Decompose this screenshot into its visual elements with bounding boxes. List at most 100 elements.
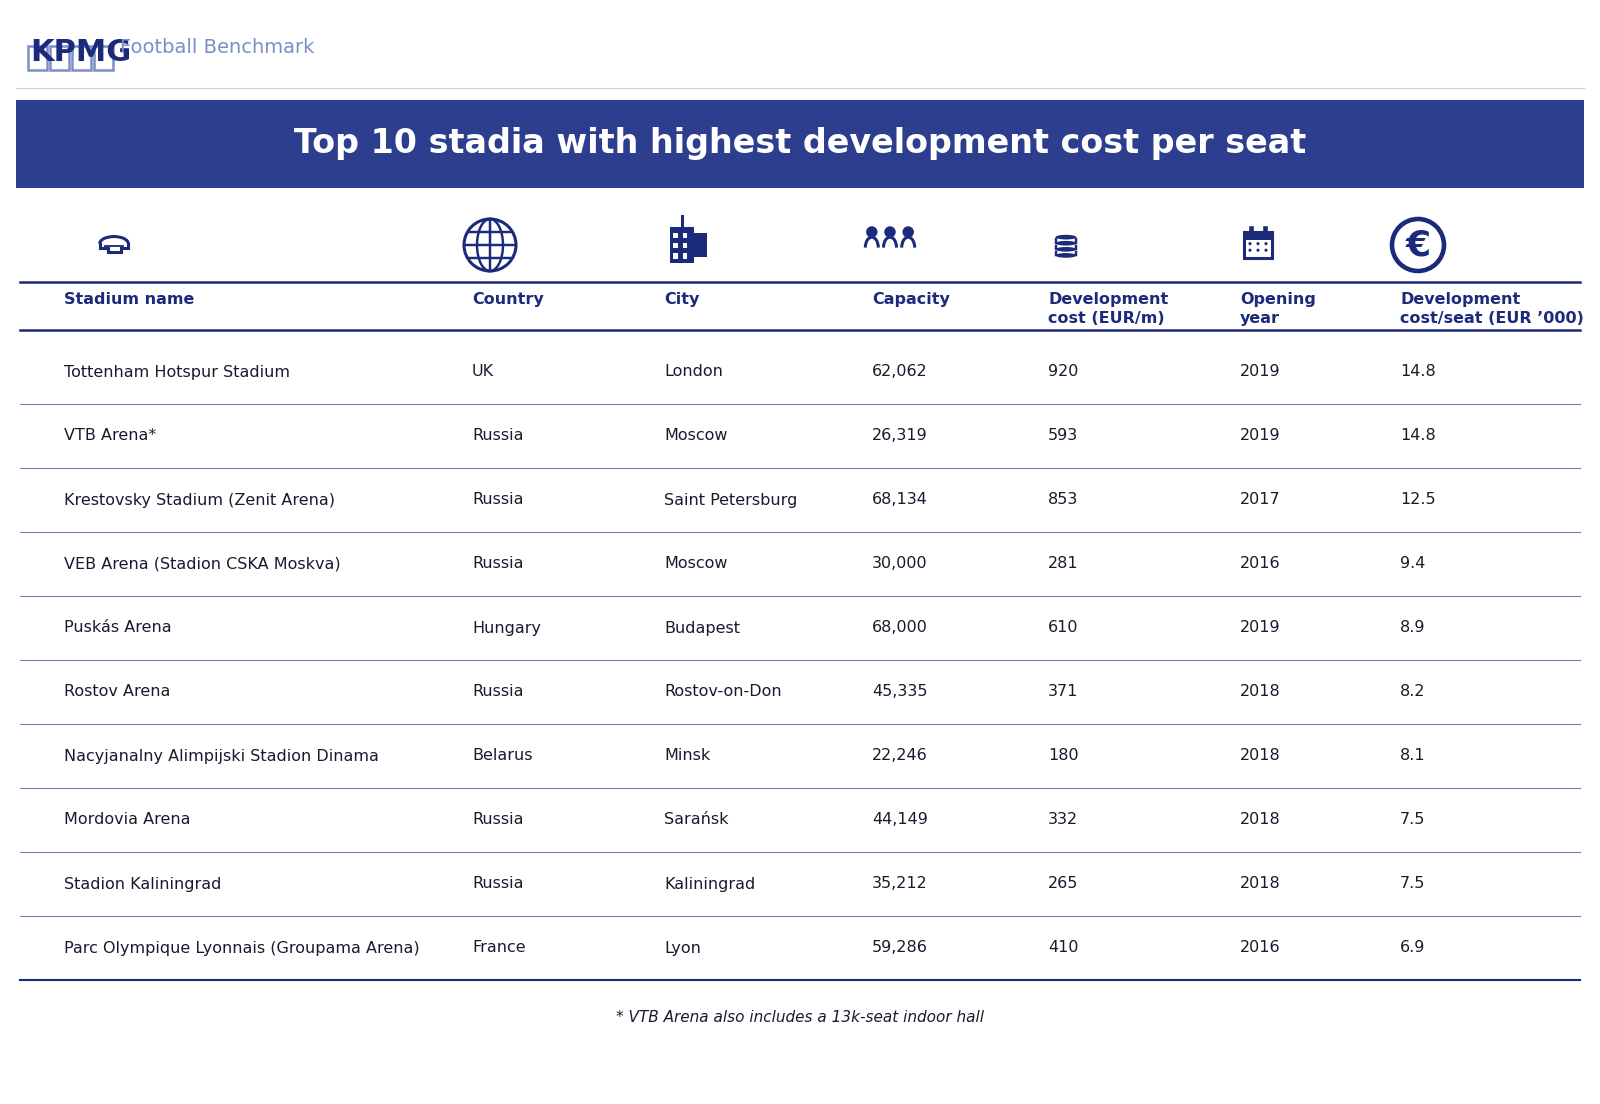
Circle shape — [885, 226, 896, 237]
Text: 7.5: 7.5 — [1400, 813, 1426, 828]
Text: France: France — [472, 941, 526, 955]
Circle shape — [1248, 248, 1251, 252]
Text: 14.8: 14.8 — [1400, 428, 1435, 444]
Text: Rostov Arena: Rostov Arena — [64, 684, 170, 700]
Text: 332: 332 — [1048, 813, 1078, 828]
Text: Kaliningrad: Kaliningrad — [664, 877, 755, 892]
Text: Russia: Russia — [472, 492, 523, 508]
Text: 853: 853 — [1048, 492, 1078, 508]
Text: 410: 410 — [1048, 941, 1078, 955]
Text: Opening
year: Opening year — [1240, 291, 1315, 326]
Circle shape — [1256, 248, 1259, 252]
Text: Krestovsky Stadium (Zenit Arena): Krestovsky Stadium (Zenit Arena) — [64, 492, 334, 508]
Text: Capacity: Capacity — [872, 291, 950, 307]
Text: Mordovia Arena: Mordovia Arena — [64, 813, 190, 828]
Text: €: € — [1405, 229, 1430, 262]
Text: Development
cost/seat (EUR ’000): Development cost/seat (EUR ’000) — [1400, 291, 1584, 326]
Text: 371: 371 — [1048, 684, 1078, 700]
Text: 180: 180 — [1048, 749, 1078, 764]
Text: VTB Arena*: VTB Arena* — [64, 428, 157, 444]
Text: 7.5: 7.5 — [1400, 877, 1426, 892]
Ellipse shape — [1056, 235, 1077, 240]
Text: UK: UK — [472, 364, 494, 380]
Text: Rostov-on-Don: Rostov-on-Don — [664, 684, 782, 700]
Text: Puskás Arena: Puskás Arena — [64, 620, 171, 636]
Text: 2018: 2018 — [1240, 684, 1280, 700]
Text: 2019: 2019 — [1240, 620, 1280, 636]
Bar — [674, 243, 678, 248]
Text: 26,319: 26,319 — [872, 428, 928, 444]
Text: Russia: Russia — [472, 684, 523, 700]
Text: 8.1: 8.1 — [1400, 749, 1426, 764]
Text: 2018: 2018 — [1240, 877, 1280, 892]
Text: 8.2: 8.2 — [1400, 684, 1426, 700]
Text: 920: 920 — [1048, 364, 1078, 380]
Text: Minsk: Minsk — [664, 749, 710, 764]
Text: Football Benchmark: Football Benchmark — [120, 38, 314, 57]
Text: 22,246: 22,246 — [872, 749, 928, 764]
Text: 6.9: 6.9 — [1400, 941, 1426, 955]
Text: 14.8: 14.8 — [1400, 364, 1435, 380]
Text: City: City — [664, 291, 699, 307]
Text: Nacyjanalny Alimpijski Stadion Dinama: Nacyjanalny Alimpijski Stadion Dinama — [64, 749, 379, 764]
Circle shape — [866, 226, 877, 237]
Text: 265: 265 — [1048, 877, 1078, 892]
Bar — [1243, 232, 1272, 240]
Text: 281: 281 — [1048, 556, 1078, 572]
Text: London: London — [664, 364, 723, 380]
Bar — [683, 233, 688, 237]
Text: 59,286: 59,286 — [872, 941, 928, 955]
Text: 2016: 2016 — [1240, 941, 1280, 955]
Text: 8.9: 8.9 — [1400, 620, 1426, 636]
Text: Budapest: Budapest — [664, 620, 739, 636]
Circle shape — [1256, 242, 1259, 245]
Text: Stadium name: Stadium name — [64, 291, 194, 307]
Text: 2016: 2016 — [1240, 556, 1280, 572]
Text: 12.5: 12.5 — [1400, 492, 1435, 508]
Ellipse shape — [1056, 241, 1077, 245]
Bar — [694, 233, 707, 257]
Bar — [50, 46, 69, 70]
Text: VEB Arena (Stadion CSKA Moskva): VEB Arena (Stadion CSKA Moskva) — [64, 556, 341, 572]
Text: * VTB Arena also includes a 13k-seat indoor hall: * VTB Arena also includes a 13k-seat ind… — [616, 1010, 984, 1025]
Text: Russia: Russia — [472, 813, 523, 828]
Text: 68,000: 68,000 — [872, 620, 928, 636]
Bar — [72, 46, 91, 70]
Text: Moscow: Moscow — [664, 556, 728, 572]
Text: Moscow: Moscow — [664, 428, 728, 444]
Text: 44,149: 44,149 — [872, 813, 928, 828]
Text: KPMG: KPMG — [30, 38, 131, 67]
Bar — [670, 226, 694, 263]
Circle shape — [1264, 242, 1267, 245]
Text: 2019: 2019 — [1240, 364, 1280, 380]
Bar — [94, 46, 114, 70]
Text: Russia: Russia — [472, 877, 523, 892]
Ellipse shape — [1056, 247, 1077, 252]
Text: Saint Petersburg: Saint Petersburg — [664, 492, 797, 508]
Bar — [674, 253, 678, 258]
Text: 45,335: 45,335 — [872, 684, 928, 700]
Circle shape — [1248, 242, 1251, 245]
Text: Hungary: Hungary — [472, 620, 541, 636]
Text: Russia: Russia — [472, 428, 523, 444]
Text: Belarus: Belarus — [472, 749, 533, 764]
Text: 593: 593 — [1048, 428, 1078, 444]
Text: Russia: Russia — [472, 556, 523, 572]
Text: 62,062: 62,062 — [872, 364, 928, 380]
Text: Top 10 stadia with highest development cost per seat: Top 10 stadia with highest development c… — [294, 127, 1306, 160]
Circle shape — [902, 226, 914, 237]
Text: 9.4: 9.4 — [1400, 556, 1426, 572]
Text: 2018: 2018 — [1240, 749, 1280, 764]
Bar — [674, 233, 678, 237]
Text: 30,000: 30,000 — [872, 556, 928, 572]
Text: Development
cost (EUR/m): Development cost (EUR/m) — [1048, 291, 1168, 326]
Text: 2018: 2018 — [1240, 813, 1280, 828]
Bar — [16, 100, 1584, 188]
Text: 2019: 2019 — [1240, 428, 1280, 444]
Text: 2017: 2017 — [1240, 492, 1280, 508]
Text: 68,134: 68,134 — [872, 492, 928, 508]
Text: 35,212: 35,212 — [872, 877, 928, 892]
Circle shape — [1264, 248, 1267, 252]
Bar — [29, 46, 46, 70]
Ellipse shape — [1056, 253, 1077, 257]
